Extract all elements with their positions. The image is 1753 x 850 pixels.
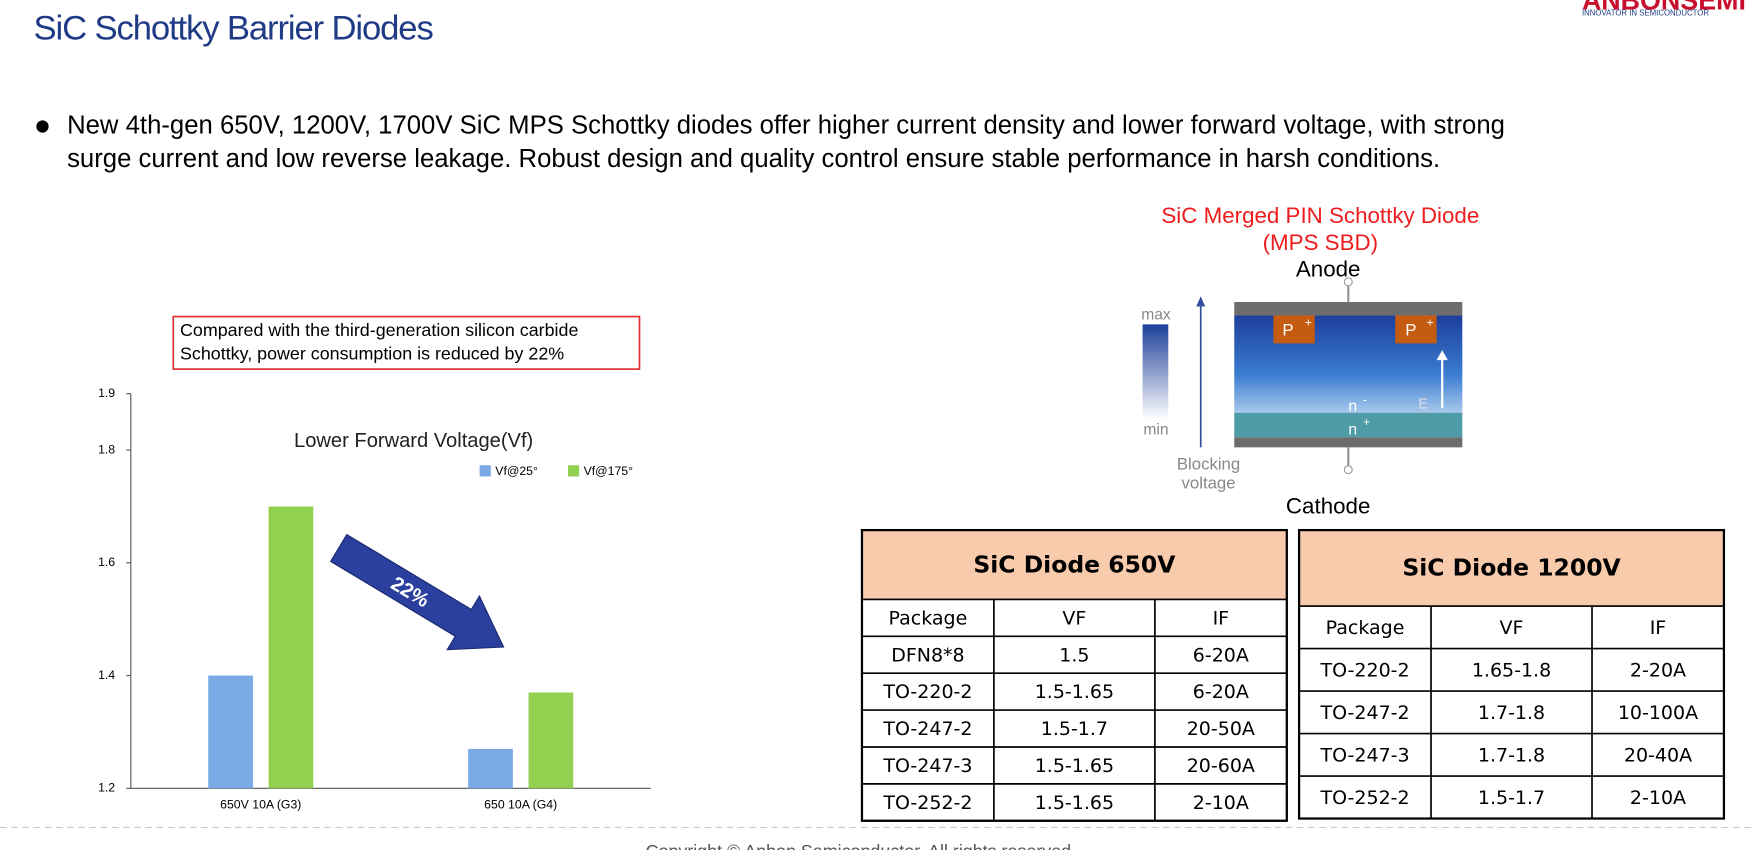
- callout-text: Compared with the third-generation silic…: [180, 320, 578, 340]
- terminal: [1343, 465, 1353, 475]
- cell: TO-247-3: [1319, 744, 1409, 766]
- logo: ANBONSEMI: [1582, 0, 1746, 15]
- legend-min: min: [1143, 422, 1168, 439]
- p-label: P: [1282, 321, 1293, 340]
- field-label: E: [1418, 397, 1428, 413]
- p-sup: +: [1427, 316, 1434, 330]
- cell: TO-252-2: [882, 792, 972, 814]
- cell: 6-20A: [1193, 681, 1249, 703]
- callout-box: [172, 315, 641, 370]
- column-header: VF: [1500, 617, 1524, 639]
- cell: 20-50A: [1187, 718, 1255, 740]
- p-sup: +: [1305, 316, 1312, 330]
- blocking-label: Blocking: [1177, 455, 1240, 474]
- cell: TO-220-2: [882, 681, 972, 703]
- y-tick-label: 1.6: [98, 555, 115, 569]
- bullet-dot: [36, 120, 49, 133]
- n-label: n: [1348, 398, 1357, 415]
- cathode-label: Cathode: [1286, 494, 1370, 519]
- footer: Copyright © Anbon Semiconductor. All rig…: [646, 841, 1076, 850]
- cell: 10-100A: [1618, 702, 1698, 724]
- cell: 2-10A: [1630, 787, 1686, 809]
- cell: TO-247-3: [882, 755, 972, 777]
- y-tick-label: 1.2: [98, 781, 115, 795]
- cell: 1.5-1.7: [1478, 787, 1545, 809]
- anode-label: Anode: [1296, 257, 1361, 282]
- blocking-label: voltage: [1182, 474, 1236, 493]
- cell: TO-220-2: [1319, 659, 1409, 681]
- voltage-arrow: [1196, 296, 1206, 307]
- terminal: [1343, 277, 1353, 287]
- bar: [528, 692, 574, 789]
- diagram-title: SiC Merged PIN Schottky Diode: [1161, 203, 1479, 228]
- cell: 20-40A: [1624, 744, 1692, 766]
- legend-max: max: [1141, 307, 1171, 324]
- cell: 2-10A: [1193, 792, 1249, 814]
- legend-swatch: [479, 465, 491, 477]
- legend-label: Vf@25°: [495, 464, 538, 478]
- cell: TO-247-2: [882, 718, 972, 740]
- column-header: VF: [1062, 607, 1086, 629]
- gradient-legend: [1142, 324, 1169, 420]
- column-header: Package: [1326, 617, 1405, 639]
- cell: DFN8*8: [891, 644, 964, 666]
- cell: 1.5: [1059, 644, 1089, 666]
- title: SiC Schottky Barrier Diodes: [34, 10, 434, 48]
- cell: 1.5-1.65: [1035, 681, 1114, 703]
- cell: 1.5-1.65: [1035, 755, 1114, 777]
- bar: [208, 675, 253, 789]
- table-header: [1298, 529, 1725, 607]
- bullet-line: surge current and low reverse leakage. R…: [67, 145, 1440, 173]
- reduction-arrow: 22%: [329, 533, 505, 651]
- p-region: [1273, 315, 1315, 344]
- y-tick-label: 1.4: [98, 668, 115, 682]
- mps-diagram: SiC Merged PIN Schottky Diode (MPS SBD) …: [1141, 203, 1479, 519]
- table-title: SiC Diode 1200V: [1402, 554, 1621, 582]
- table-border: [860, 528, 1288, 822]
- column-header: IF: [1650, 617, 1667, 639]
- cell: 1.5-1.65: [1035, 792, 1114, 814]
- y-tick-label: 1.8: [98, 442, 115, 456]
- table-border: [1297, 528, 1726, 820]
- p-region: [1395, 315, 1437, 344]
- bar: [268, 506, 314, 789]
- bar: [468, 748, 513, 789]
- arrow-shape: [329, 533, 505, 651]
- substrate: [1234, 412, 1463, 438]
- cell: 6-20A: [1193, 644, 1249, 666]
- field-arrow: [1436, 350, 1448, 361]
- callout-text: Schottky, power consumption is reduced b…: [180, 343, 564, 363]
- diagram-title: (MPS SBD): [1263, 230, 1378, 255]
- n-sup: -: [1363, 393, 1367, 407]
- legend-swatch: [567, 465, 580, 477]
- column-header: IF: [1213, 607, 1230, 629]
- legend-label: Vf@175°: [584, 464, 634, 478]
- logo-tagline: INNOVATOR IN SEMICONDUCTOR: [1582, 9, 1709, 18]
- p-label: P: [1405, 321, 1416, 340]
- cell: TO-252-2: [1319, 787, 1409, 809]
- cell: TO-247-2: [1319, 702, 1409, 724]
- x-tick-label: 650 10A (G4): [484, 797, 557, 811]
- cell: 1.7-1.8: [1478, 702, 1545, 724]
- cell: 1.65-1.8: [1472, 659, 1551, 681]
- n-sup: +: [1363, 415, 1370, 429]
- y-tick-label: 1.9: [98, 386, 115, 400]
- cell: 20-60A: [1187, 755, 1255, 777]
- cell: 1.7-1.8: [1478, 744, 1545, 766]
- bullet-line: New 4th-gen 650V, 1200V, 1700V SiC MPS S…: [67, 111, 1505, 139]
- cell: 1.5-1.7: [1041, 718, 1108, 740]
- x-tick-label: 650V 10A (G3): [220, 797, 301, 811]
- chart-title: Lower Forward Voltage(Vf): [294, 430, 533, 452]
- column-header: Package: [889, 607, 968, 629]
- cell: 2-20A: [1630, 659, 1686, 681]
- metal: [1234, 437, 1463, 448]
- n-label: n: [1348, 422, 1357, 439]
- table-title: SiC Diode 650V: [973, 550, 1176, 578]
- metal: [1234, 302, 1463, 316]
